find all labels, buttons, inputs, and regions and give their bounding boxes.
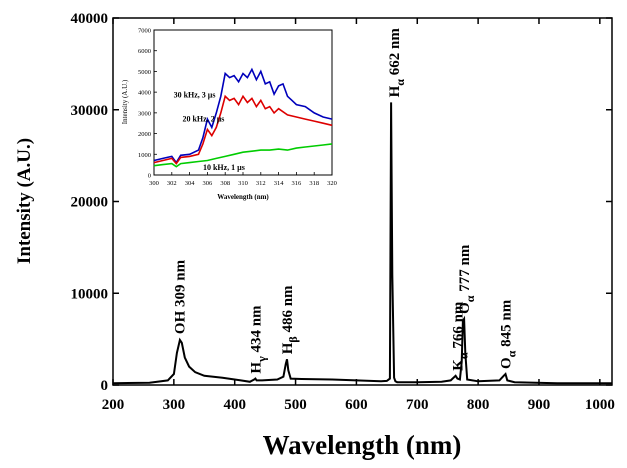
inset-series-line xyxy=(153,94,333,165)
main-y-tick-label: 40000 xyxy=(71,11,109,27)
inset-series-label: 20 kHz, 2 µs xyxy=(182,114,224,123)
peak-label: Hγ 434 nm xyxy=(248,305,268,374)
main-y-tick-label: 10000 xyxy=(71,286,109,302)
main-spectrum-line xyxy=(112,102,612,385)
main-x-tick-label: 800 xyxy=(467,397,490,413)
inset-x-axis-title: Wavelength (nm) xyxy=(217,193,269,201)
main-y-tick-label: 0 xyxy=(101,378,109,394)
main-y-axis-title: Intensity (A.U.) xyxy=(14,138,35,264)
main-x-tick-label: 200 xyxy=(102,397,125,413)
main-x-tick-label: 900 xyxy=(528,397,551,413)
inset-x-tick-label: 312 xyxy=(256,180,266,187)
inset-series-lines xyxy=(153,67,333,168)
main-x-tick-label: 700 xyxy=(406,397,429,413)
inset-series-label: 10 kHz, 1 µs xyxy=(203,163,245,172)
inset-x-tick-label: 308 xyxy=(220,180,230,187)
inset-axis-ticks: 300 302 304 306 308 310 312 314 316 318 320 0 1000 20… xyxy=(138,28,337,188)
inset-y-tick-label: 3000 xyxy=(138,110,151,117)
inset-y-tick-label: 0 xyxy=(148,173,151,180)
inset-plot-frame xyxy=(153,29,333,176)
inset-y-tick-label: 5000 xyxy=(138,69,151,76)
inset-x-tick-label: 302 xyxy=(167,180,177,187)
inset-series-label: 30 kHz, 3 µs xyxy=(174,91,216,100)
peak-label: Kα 766 nm xyxy=(450,301,470,371)
inset-y-tick-label: 2000 xyxy=(138,131,151,138)
main-x-tick-label: 300 xyxy=(163,397,186,413)
inset-x-tick-label: 316 xyxy=(292,180,303,187)
inset-y-axis-title: Intensity (A.U.) xyxy=(121,79,129,124)
inset-y-tick-label: 7000 xyxy=(138,28,151,35)
main-y-tick-label: 30000 xyxy=(71,103,109,119)
main-x-tick-label: 400 xyxy=(223,397,246,413)
main-x-tick-label: 500 xyxy=(284,397,307,413)
main-axis-ticks: 200 300 400 500 600 700 800 900 1000010000200003… xyxy=(71,11,615,413)
inset-x-tick-label: 304 xyxy=(185,180,196,187)
inset-x-tick-label: 320 xyxy=(327,180,337,187)
main-x-tick-label: 1000 xyxy=(585,397,615,413)
inset-y-tick-label: 6000 xyxy=(138,48,151,55)
inset-x-tick-label: 310 xyxy=(238,180,248,187)
inset-x-tick-label: 300 xyxy=(149,180,159,187)
inset-series-labels: 30 kHz, 3 µs 20 kHz, 2 µs 10 kHz, 1 µs xyxy=(174,91,245,172)
peak-label: Hβ 486 nm xyxy=(280,285,300,354)
peak-label: Oα 845 nm xyxy=(499,299,519,369)
peak-label: Oα 777 nm xyxy=(457,244,477,314)
peak-annotations: OH 309 nm Hγ 434 nm Hβ 486 nm Hα 662 nm Kα 7… xyxy=(172,28,518,374)
inset-x-tick-label: 318 xyxy=(309,180,319,187)
peak-label: OH 309 nm xyxy=(172,259,188,334)
main-x-axis-title: Wavelength (nm) xyxy=(263,430,462,460)
inset-y-tick-label: 4000 xyxy=(138,90,151,97)
inset-series-line xyxy=(153,143,333,168)
inset-x-tick-label: 306 xyxy=(203,180,214,187)
inset-x-tick-label: 314 xyxy=(274,180,285,187)
inset-series-line xyxy=(153,67,333,165)
inset-y-tick-label: 1000 xyxy=(138,152,151,159)
main-y-tick-label: 20000 xyxy=(71,195,109,211)
peak-label: Hα 662 nm xyxy=(387,28,407,98)
main-x-tick-label: 600 xyxy=(345,397,368,413)
